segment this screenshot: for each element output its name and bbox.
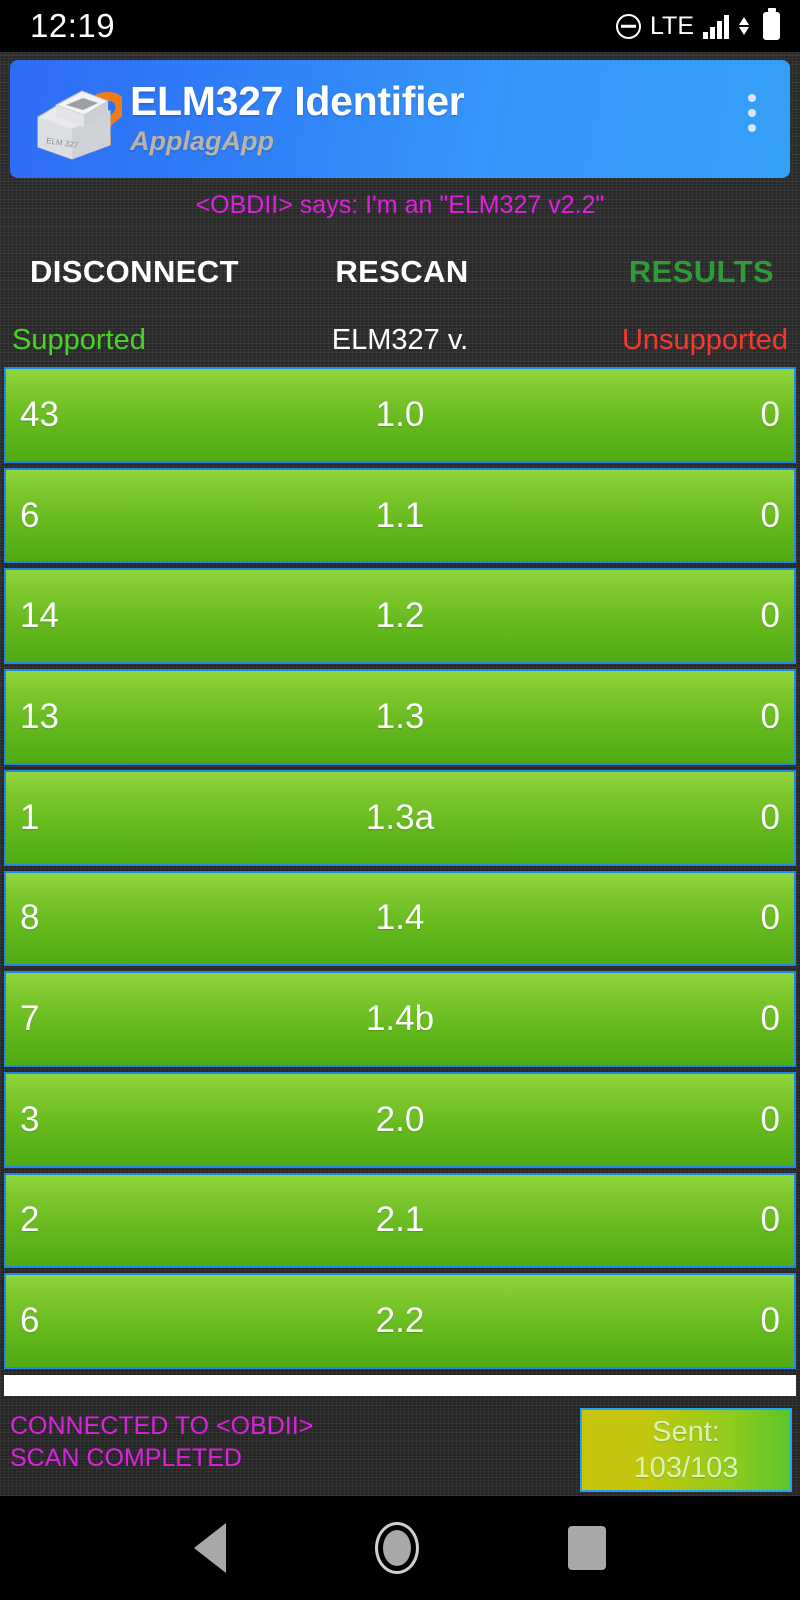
- overflow-menu-icon[interactable]: [732, 82, 772, 144]
- table-row[interactable]: 2 2.1 0: [4, 1172, 796, 1269]
- connection-log: CONNECTED TO <OBDII> SCAN COMPLETED: [10, 1408, 570, 1474]
- cell-supported-count: 2: [20, 1200, 40, 1240]
- sent-label: Sent:: [652, 1416, 720, 1448]
- cell-version-label: 1.4b: [365, 999, 435, 1039]
- elm327-dongle-question-icon: ? ELM 327: [26, 71, 130, 167]
- status-icon-group: LTE: [616, 12, 780, 41]
- cell-unsupported-count: 0: [760, 1200, 780, 1240]
- cell-unsupported-count: 0: [760, 495, 780, 535]
- battery-icon: [763, 12, 780, 40]
- table-row[interactable]: 6 2.2 0: [4, 1273, 796, 1369]
- scan-progress-fill: [4, 1375, 796, 1396]
- cell-unsupported-count: 0: [760, 696, 780, 736]
- app-bar-text-group: ELM327 Identifier ApplagApp: [130, 78, 732, 157]
- status-bar: 12:19 LTE: [0, 0, 800, 52]
- table-row[interactable]: 7 1.4b 0: [4, 971, 796, 1067]
- cell-version-label: 1.4: [375, 898, 425, 938]
- column-header-unsupported: Unsupported: [621, 324, 789, 356]
- version-results-list: 43 1.0 0 6 1.1 0 14 1.2 0 13 1.3 0 1 1.3: [0, 367, 800, 1369]
- cell-supported-count: 43: [20, 394, 59, 434]
- cell-supported-count: 7: [20, 999, 40, 1039]
- system-navigation-bar: [0, 1496, 800, 1600]
- app-content: ? ELM 327: [0, 52, 800, 1496]
- cell-version-label: 2.1: [375, 1200, 425, 1240]
- cell-supported-count: 8: [20, 898, 40, 938]
- cell-version-label: 2.2: [375, 1301, 425, 1341]
- signal-icon: [703, 14, 729, 39]
- network-type-label: LTE: [650, 11, 694, 40]
- cell-unsupported-count: 0: [760, 1099, 780, 1139]
- rescan-button[interactable]: RESCAN: [278, 248, 526, 296]
- table-row[interactable]: 6 1.1 0: [4, 467, 796, 564]
- home-icon[interactable]: [374, 1522, 419, 1574]
- cell-version-label: 1.1: [375, 495, 425, 535]
- cell-version-label: 2.0: [375, 1099, 425, 1139]
- cell-supported-count: 14: [20, 596, 59, 636]
- app-bar: ? ELM 327: [10, 60, 790, 178]
- cell-unsupported-count: 0: [760, 394, 780, 434]
- device-says-line: <OBDII> says: I'm an "ELM327 v2.2": [195, 191, 605, 219]
- cell-supported-count: 13: [20, 696, 59, 736]
- scan-progress-bar: [4, 1375, 796, 1396]
- cell-supported-count: 6: [20, 495, 40, 535]
- table-row[interactable]: 1 1.3a 0: [4, 769, 796, 866]
- cell-supported-count: 3: [20, 1099, 40, 1139]
- log-line-connected: CONNECTED TO <OBDII>: [10, 1412, 314, 1440]
- column-header-supported: Supported: [12, 324, 146, 356]
- cell-version-label: 1.2: [375, 596, 425, 636]
- recents-icon[interactable]: [567, 1526, 606, 1570]
- cell-version-label: 1.0: [375, 394, 425, 434]
- data-arrows-icon: [739, 14, 749, 39]
- table-row[interactable]: 8 1.4 0: [4, 870, 796, 967]
- do-not-disturb-icon: [616, 13, 641, 39]
- cell-unsupported-count: 0: [760, 898, 780, 938]
- cell-unsupported-count: 0: [760, 596, 780, 636]
- action-button-row: DISCONNECT RESCAN RESULTS: [0, 226, 800, 312]
- cell-unsupported-count: 0: [760, 999, 780, 1039]
- table-header-row: Supported ELM327 v. Unsupported: [0, 312, 800, 367]
- cell-unsupported-count: 0: [760, 1301, 780, 1341]
- table-row[interactable]: 3 2.0 0: [4, 1071, 796, 1168]
- cell-supported-count: 1: [20, 797, 40, 837]
- footer-bar: CONNECTED TO <OBDII> SCAN COMPLETED Sent…: [0, 1396, 800, 1496]
- table-row[interactable]: 13 1.3 0: [4, 669, 796, 765]
- cell-version-label: 1.3: [375, 696, 425, 736]
- page-title: ELM327 Identifier: [130, 77, 465, 124]
- disconnect-button[interactable]: DISCONNECT: [12, 248, 278, 296]
- sent-value: 103/103: [633, 1452, 739, 1484]
- cell-version-label: 1.3a: [365, 797, 435, 837]
- cell-unsupported-count: 0: [760, 797, 780, 837]
- table-row[interactable]: 14 1.2 0: [4, 568, 796, 665]
- back-icon[interactable]: [194, 1523, 227, 1573]
- cell-supported-count: 6: [20, 1301, 40, 1341]
- sent-counter-badge: Sent: 103/103: [580, 1408, 792, 1492]
- table-row[interactable]: 43 1.0 0: [4, 367, 796, 463]
- results-button[interactable]: RESULTS: [526, 248, 788, 296]
- column-header-version: ELM327 v.: [331, 324, 469, 356]
- app-vendor-label: ApplagApp: [130, 125, 274, 156]
- status-clock: 12:19: [30, 7, 116, 44]
- log-line-scan-status: SCAN COMPLETED: [10, 1444, 242, 1472]
